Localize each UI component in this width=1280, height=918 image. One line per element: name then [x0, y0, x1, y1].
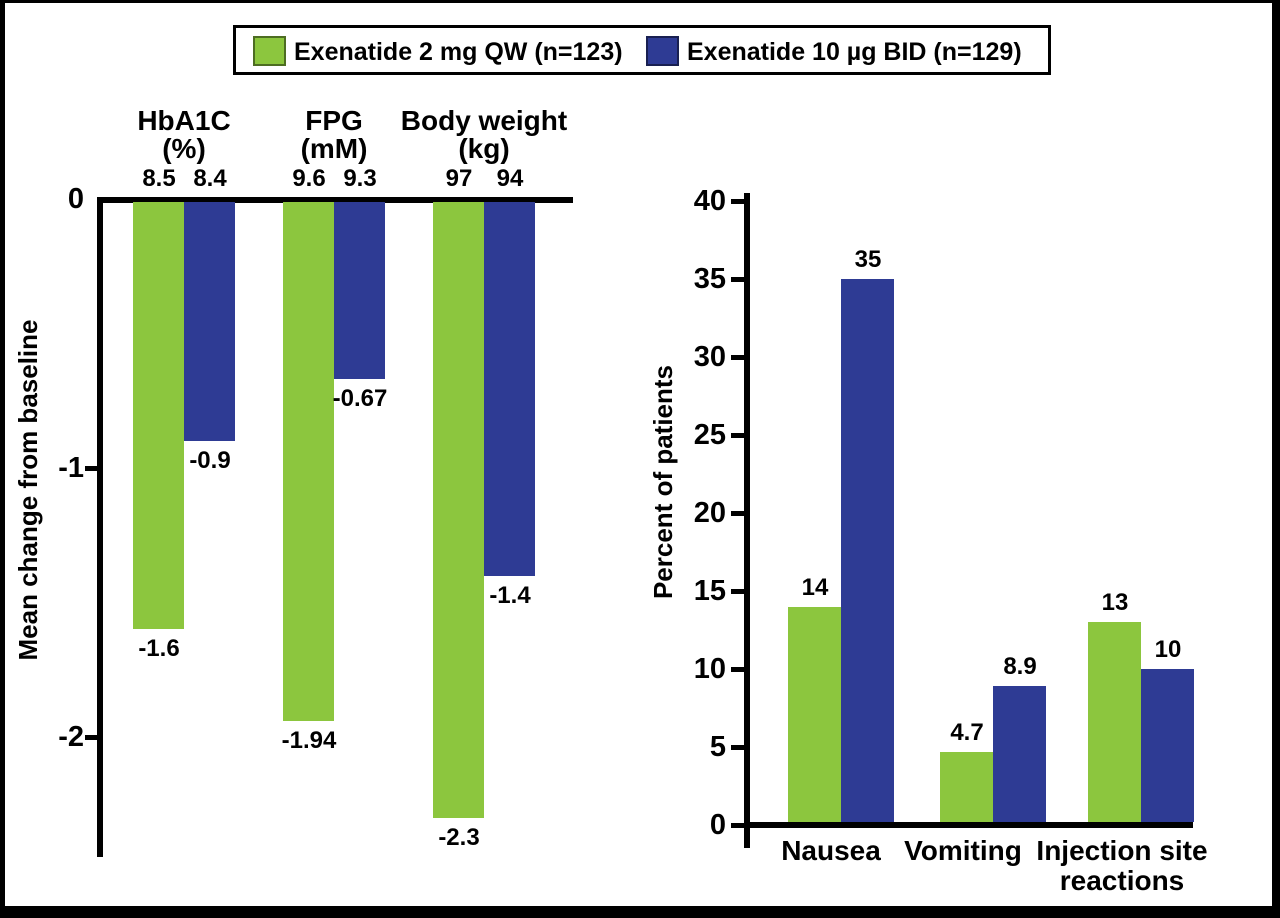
baseline-value-body-weight-s0: 97 [445, 165, 473, 192]
left-y-axis-tick [85, 466, 97, 471]
bar-value-label-vomiting-bid: 8.9 [1003, 653, 1037, 680]
right-y-axis-tick [731, 667, 744, 672]
right-y-axis-tick [731, 355, 744, 360]
right-y-tick-label-25: 25 [693, 419, 726, 451]
frame-border-left [0, 0, 5, 918]
right-x-axis-line [744, 822, 1193, 828]
baseline-value-fpg-s0: 9.6 [292, 165, 326, 192]
right-y-axis-line [744, 193, 750, 848]
right-y-tick-label-40: 40 [693, 185, 726, 217]
category-label-injection-site-reactions: Injection site reactions [1036, 835, 1208, 896]
bar-value-label-injection-site-reactions-qw: 13 [1101, 589, 1129, 616]
bar-body-weight-bid [484, 202, 535, 576]
zero-baseline [97, 197, 573, 203]
bar-value-label-injection-site-reactions-bid: 10 [1154, 636, 1182, 663]
left-y-axis-line [97, 197, 103, 857]
bar-fpg-qw [283, 202, 334, 721]
bar-vomiting-bid [993, 686, 1046, 822]
baseline-value-hba1c-s0: 8.5 [142, 165, 176, 192]
bar-hba1c-qw [133, 202, 184, 629]
frame-border-top [0, 0, 1280, 3]
right-y-axis-tick [731, 277, 744, 282]
right-y-tick-label-20: 20 [693, 497, 726, 529]
right-y-axis-tick [731, 589, 744, 594]
right-y-tick-label-10: 10 [693, 653, 726, 685]
bar-value-label-vomiting-qw: 4.7 [950, 719, 984, 746]
bar-value-label-nausea-qw: 14 [801, 574, 829, 601]
legend-label-exenatide-2-mg-qw: Exenatide 2 mg QW (n=123) [294, 38, 623, 66]
category-unit-body-weight: (kg) [458, 133, 510, 164]
right-y-tick-label-15: 15 [693, 575, 726, 607]
right-y-axis-tick [731, 745, 744, 750]
bar-vomiting-qw [940, 752, 993, 822]
left-chart-mean-change-from-baseline: Mean change from baseline 0 -1 -2 HbA1C (%) 8… [13, 105, 573, 857]
right-y-tick-label-30: 30 [693, 341, 726, 373]
bar-injection-site-reactions-bid [1141, 669, 1194, 822]
bar-body-weight-qw [433, 202, 484, 818]
category-unit-fpg: (mM) [300, 133, 368, 164]
bar-hba1c-bid [184, 202, 235, 441]
frame-border-right [1272, 0, 1280, 918]
legend: Exenatide 2 mg QW (n=123) Exenatide 10 µg… [233, 25, 1051, 75]
baseline-value-body-weight-s1: 94 [496, 165, 524, 192]
right-y-axis-tick [731, 433, 744, 438]
category-header-body-weight: Body weight [400, 105, 568, 136]
right-y-axis-tick [731, 199, 744, 204]
bar-injection-site-reactions-qw [1088, 622, 1141, 822]
frame-border-bottom [0, 906, 1280, 918]
left-y-axis-tick [85, 735, 97, 740]
category-header-fpg: FPG [305, 105, 363, 136]
bar-value-label-fpg-bid: -0.67 [332, 385, 388, 412]
bar-value-label-hba1c-bid: -0.9 [189, 447, 231, 474]
bar-value-label-nausea-bid: 35 [854, 246, 882, 273]
right-y-axis-tick [731, 511, 744, 516]
category-label-vomiting: Vomiting [904, 835, 1022, 866]
category-header-hba1c: HbA1C [137, 105, 231, 136]
bar-fpg-bid [334, 202, 385, 379]
right-y-tick-label-0: 0 [709, 809, 726, 841]
left-y-tick-label-2: -2 [58, 721, 84, 753]
baseline-value-fpg-s1: 9.3 [343, 165, 377, 192]
baseline-value-hba1c-s1: 8.4 [193, 165, 227, 192]
green-swatch-icon [253, 36, 286, 66]
right-y-tick-label-5: 5 [709, 731, 726, 763]
bar-value-label-fpg-qw: -1.94 [281, 727, 337, 754]
bar-value-label-hba1c-qw: -1.6 [138, 635, 180, 662]
blue-swatch-icon [646, 36, 679, 66]
left-y-tick-label-0: 0 [67, 183, 84, 215]
bar-nausea-qw [788, 607, 841, 822]
right-y-tick-label-35: 35 [693, 263, 726, 295]
left-y-tick-label-1: -1 [58, 452, 84, 484]
bar-value-label-body-weight-bid: -1.4 [489, 582, 531, 609]
category-label-nausea: Nausea [781, 835, 881, 866]
legend-label-exenatide-10-g-bid: Exenatide 10 µg BID (n=129) [687, 38, 1022, 66]
bar-nausea-bid [841, 279, 894, 822]
category-unit-hba1c: (%) [162, 133, 206, 164]
right-y-axis-tick [731, 823, 744, 828]
bar-value-label-body-weight-qw: -2.3 [438, 824, 480, 851]
